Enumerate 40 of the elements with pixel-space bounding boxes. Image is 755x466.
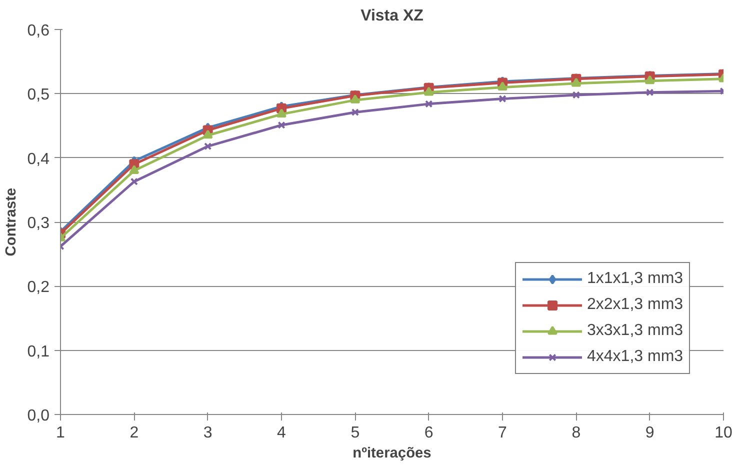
x-tick-label: 10 (714, 424, 732, 442)
point (276, 108, 286, 118)
y-tick-label: 0,3 (27, 215, 50, 232)
x-tick-label: 1 (56, 424, 66, 442)
point (278, 121, 286, 129)
x-tick-label: 6 (424, 424, 434, 442)
x-tick-label: 3 (203, 424, 212, 442)
x-tick-label: 5 (350, 424, 360, 442)
point (646, 88, 654, 96)
point (350, 94, 360, 104)
point (129, 165, 140, 174)
point (424, 86, 434, 96)
point (425, 100, 433, 108)
legend-label: 2x2x1,3 mm3 (587, 296, 684, 314)
y-tick-label: 0,0 (27, 408, 50, 424)
chart-title: Vista XZ (360, 8, 424, 24)
y-tick-label: 0,5 (27, 86, 50, 104)
y-tick-label: 0,4 (27, 150, 50, 168)
y-tick-label: 0,1 (27, 343, 50, 360)
point (351, 108, 359, 116)
point (130, 178, 138, 186)
x-tick-label: 8 (572, 424, 581, 442)
x-tick-label: 2 (130, 424, 139, 442)
x-axis-title: nºiterações (352, 446, 432, 462)
point (571, 78, 582, 87)
y-tick-label: 0,2 (27, 279, 50, 296)
point (498, 82, 508, 91)
legend-label: 3x3x1,3 mm3 (587, 322, 684, 340)
point (644, 75, 655, 84)
x-tick-label: 7 (498, 424, 508, 442)
y-axis-title: Contraste (3, 188, 20, 256)
y-tick-label: 0,6 (27, 22, 50, 40)
point (204, 142, 212, 150)
point (498, 94, 506, 103)
x-tick-label: 4 (277, 424, 286, 442)
x-tick-label: 9 (645, 424, 654, 442)
legend-label: 4x4x1,3 mm3 (587, 348, 684, 366)
point (202, 130, 213, 139)
legend-label: 1x1x1,3 mm3 (587, 270, 684, 288)
point (572, 91, 580, 99)
